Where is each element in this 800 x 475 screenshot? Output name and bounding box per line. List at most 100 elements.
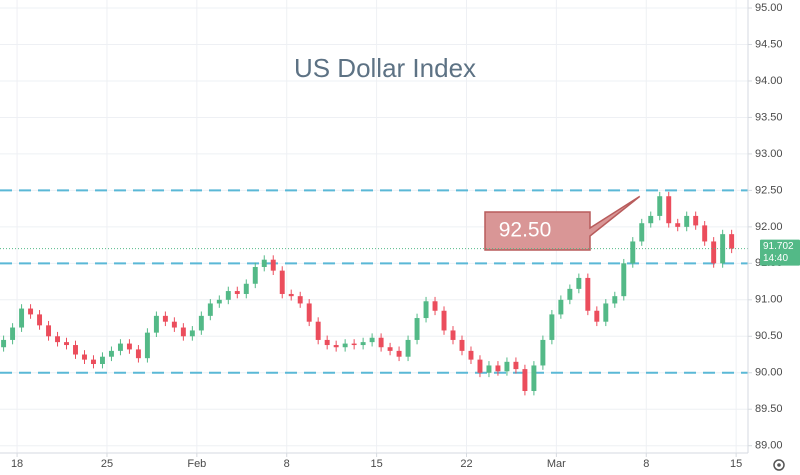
- candle-body: [288, 293, 294, 297]
- candle-body: [594, 310, 600, 322]
- candle-body: [225, 291, 231, 300]
- candle-body: [64, 342, 69, 346]
- candle-body: [369, 337, 375, 343]
- candle-body: [423, 301, 429, 319]
- candle-body: [198, 315, 204, 331]
- candle-body: [684, 215, 690, 227]
- y-tick-label: 94.00: [755, 75, 783, 87]
- callout-box: [484, 195, 641, 251]
- y-tick-label: 92.50: [755, 184, 783, 196]
- candle-body: [135, 349, 141, 359]
- x-tick-label: Feb: [187, 458, 206, 470]
- candle-body: [171, 321, 177, 328]
- candle-body: [10, 327, 16, 340]
- candle-body: [666, 196, 672, 224]
- candle-body: [82, 354, 87, 360]
- candle-body: [153, 315, 159, 333]
- candle-body: [189, 330, 195, 337]
- candle-body: [603, 303, 609, 322]
- candle-body: [252, 266, 258, 284]
- candle-body: [216, 299, 222, 304]
- candle-body: [432, 301, 438, 311]
- candle-body: [126, 343, 132, 350]
- candle-body: [711, 241, 717, 264]
- y-tick-label: 95.00: [755, 2, 783, 14]
- candle-body: [495, 365, 501, 372]
- candles: [1, 191, 735, 396]
- candle-body: [540, 339, 546, 366]
- candle-body: [621, 263, 627, 297]
- candle-body: [46, 325, 52, 337]
- candle-body: [612, 296, 618, 304]
- overlay: 92.50: [0, 195, 748, 251]
- candle-body: [702, 225, 708, 242]
- candle-body: [378, 337, 384, 348]
- candle-body: [19, 308, 25, 328]
- y-tick-label: 94.50: [755, 38, 783, 50]
- last-price-tag: [760, 239, 800, 266]
- candle-body: [486, 365, 492, 373]
- y-tick-label: 89.00: [755, 440, 783, 452]
- x-tick-label: 8: [643, 458, 649, 470]
- candle-body: [99, 356, 105, 365]
- x-tick-label: 8: [284, 458, 290, 470]
- y-tick-label: 93.50: [755, 111, 783, 123]
- candle-body: [459, 339, 465, 351]
- candle-body: [117, 343, 123, 351]
- candle-body: [144, 332, 150, 359]
- candle-body: [333, 345, 339, 348]
- candle-body: [477, 359, 483, 373]
- candle-body: [396, 350, 402, 357]
- candle-body: [306, 303, 312, 322]
- x-tick-label: 15: [370, 458, 382, 470]
- candle-body: [693, 215, 699, 226]
- y-tick-label: 90.00: [755, 367, 783, 379]
- candle-body: [261, 259, 267, 267]
- candle-body: [522, 369, 528, 391]
- candle-body: [576, 277, 582, 289]
- x-tick-label: 15: [730, 458, 742, 470]
- candle-body: [639, 223, 645, 242]
- settings-icon[interactable]: [773, 459, 785, 471]
- candle-body: [504, 361, 510, 372]
- y-tick-label: 92.00: [755, 221, 783, 233]
- candle-body: [1, 339, 7, 348]
- candle-body: [243, 283, 249, 294]
- candle-body: [207, 303, 213, 316]
- candle-body: [567, 288, 573, 300]
- y-tick-label: 89.50: [755, 403, 783, 415]
- x-tick-label: 18: [11, 458, 23, 470]
- candle-body: [28, 308, 34, 315]
- x-tick-label: 25: [101, 458, 113, 470]
- candle-body: [324, 339, 330, 346]
- candle-body: [405, 339, 411, 357]
- candle-body: [648, 215, 654, 224]
- candle-body: [73, 345, 78, 355]
- candle-body: [450, 330, 456, 340]
- candle-body: [657, 196, 663, 216]
- candle-body: [180, 327, 186, 337]
- callout-label: 92.50: [499, 219, 552, 242]
- last-price-label: 91.702: [763, 241, 794, 252]
- y-tick-label: 90.50: [755, 330, 783, 342]
- candle-body: [55, 336, 60, 343]
- candle-body: [37, 314, 43, 326]
- candle-body: [531, 365, 537, 391]
- y-tick-label: 93.00: [755, 148, 783, 160]
- candle-body: [270, 259, 276, 271]
- candle-body: [675, 223, 681, 227]
- candle-body: [441, 310, 447, 331]
- candle-body: [549, 314, 555, 340]
- x-tick-label: Mar: [547, 458, 566, 470]
- candle-body: [315, 321, 321, 340]
- candle-body: [513, 361, 519, 370]
- candle-body: [351, 343, 357, 346]
- x-tick-label: 22: [460, 458, 472, 470]
- candle-body: [630, 241, 636, 264]
- candle-body: [234, 291, 240, 294]
- candle-body: [108, 350, 114, 357]
- countdown-label: 14:40: [763, 253, 788, 264]
- levels: [0, 189, 748, 374]
